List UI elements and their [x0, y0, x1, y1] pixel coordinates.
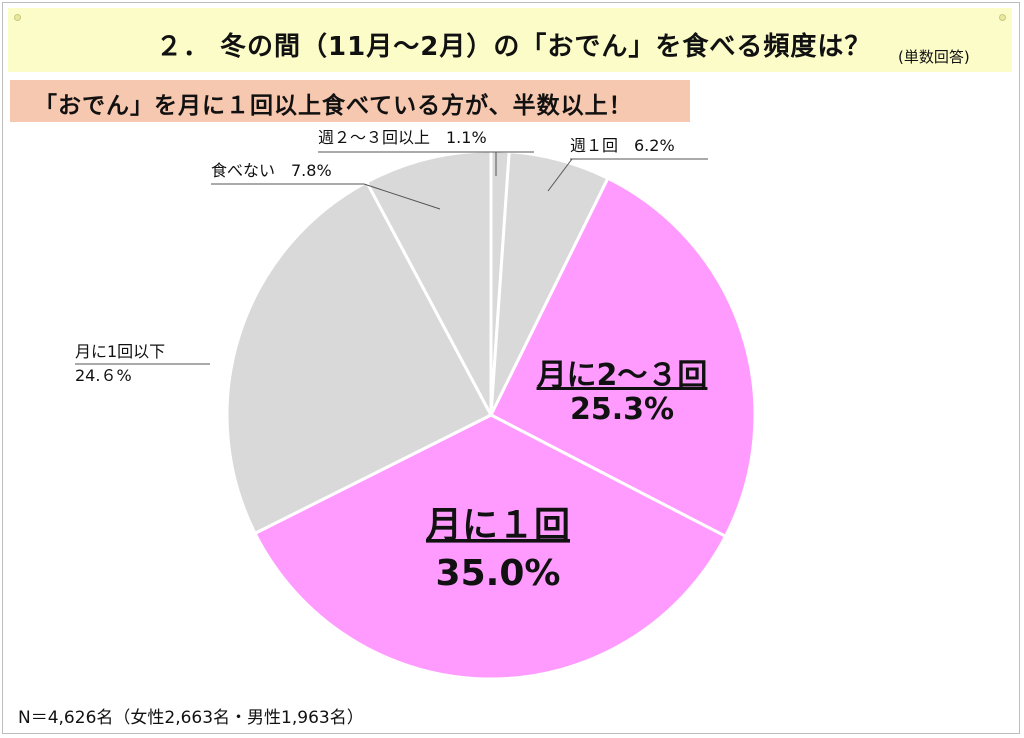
slice-label: 35.0% [436, 553, 561, 594]
slice-label: 月に1回以下 [75, 342, 165, 361]
slice-label: 24.６% [75, 366, 132, 385]
pie-slice [225, 180, 494, 536]
leader-line [363, 183, 441, 210]
slice-label: 月に１回 [426, 505, 570, 546]
title-note: (単数回答) [898, 48, 970, 66]
leader-line [547, 158, 573, 192]
sample-size-note: N＝4,626名（女性2,663名・男性1,963名） [18, 708, 364, 728]
pie-slice [489, 176, 757, 539]
pie-slice [364, 149, 493, 416]
slice-label: 週１回 6.2% [570, 136, 675, 155]
banner-text: 「おでん」を月に１回以上食べている方が、半数以上！ [34, 93, 633, 119]
slice-label: 月に2〜３回 [537, 358, 708, 393]
highlight-banner: 「おでん」を月に１回以上食べている方が、半数以上！ [10, 80, 690, 122]
corner-pin-icon [14, 14, 21, 21]
pie-slice [253, 413, 728, 681]
slice-label: 食べない 7.8% [211, 161, 332, 180]
slice-label: 週２〜３回以上 1.1% [318, 128, 487, 147]
chart-title: ２． 冬の間（11月〜2月）の「おでん」を食べる頻度は？ [156, 32, 872, 62]
slice-label: 25.3% [570, 392, 674, 427]
corner-pin-icon [999, 14, 1006, 21]
header-bar: ２． 冬の間（11月〜2月）の「おでん」を食べる頻度は？ (単数回答) [8, 8, 1012, 72]
